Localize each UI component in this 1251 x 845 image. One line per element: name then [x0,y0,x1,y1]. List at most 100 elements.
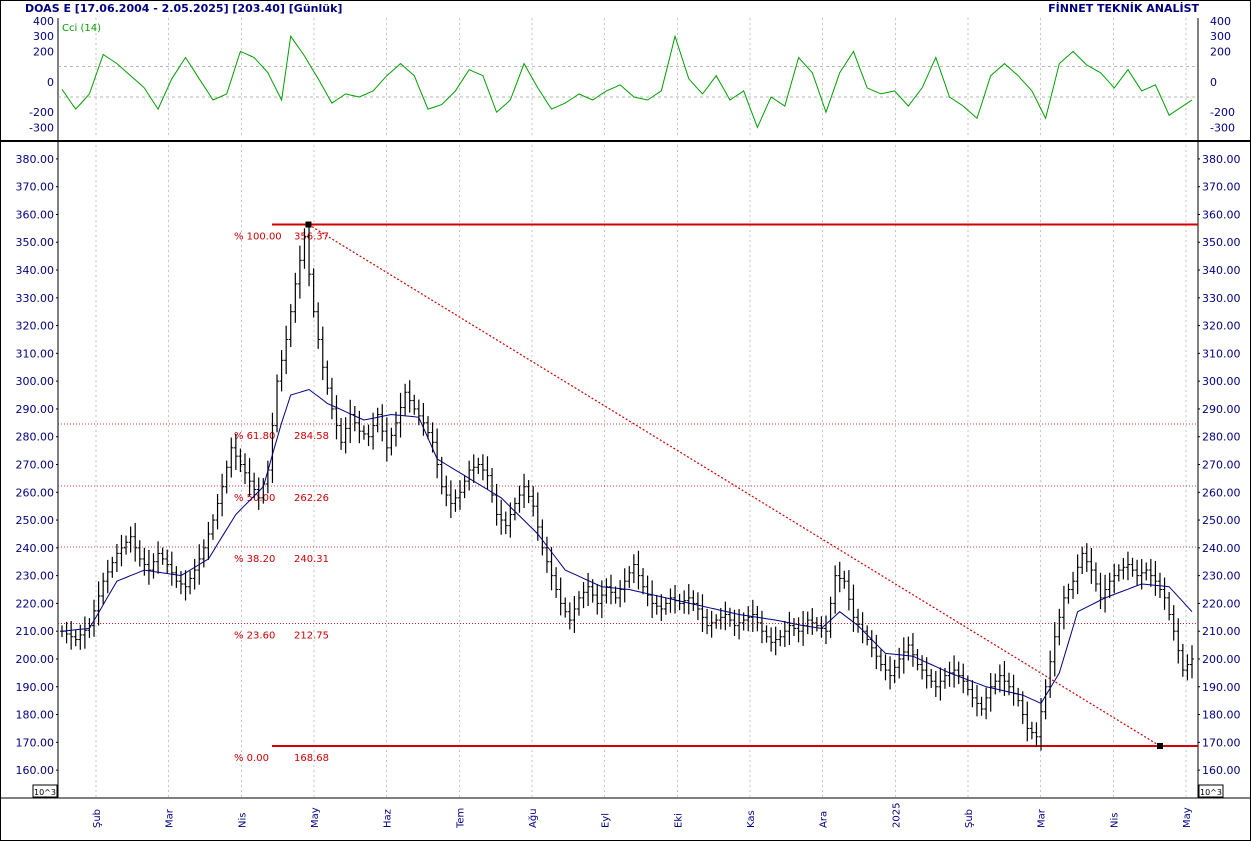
month-label: Eki [673,813,684,828]
cci-tick-left: 0 [47,76,54,89]
month-label: Mar [165,808,176,828]
price-tick-left: 270.00 [16,459,55,472]
brand-label: FİNNET TEKNİK ANALİST [1048,2,1199,15]
month-label: Mar [1037,808,1048,828]
price-tick-right: 230.00 [1202,570,1241,583]
cci-tick-right: -200 [1210,106,1235,119]
price-tick-left: 200.00 [16,653,55,666]
fib-value-label: 240.31 [294,554,329,565]
price-tick-left: 190.00 [16,681,55,694]
cci-tick-left: -200 [29,106,54,119]
price-tick-right: 340.00 [1202,264,1241,277]
cci-tick-right: 300 [1210,30,1231,43]
fib-value-label: 284.58 [294,431,329,442]
price-tick-left: 300.00 [16,375,55,388]
month-label: 2025 [891,803,902,828]
fib-high-marker [305,221,312,228]
cci-tick-left: -300 [29,121,54,134]
price-tick-right: 320.00 [1202,320,1241,333]
cci-tick-right: 200 [1210,45,1231,58]
price-tick-left: 330.00 [16,292,55,305]
price-tick-left: 240.00 [16,542,55,555]
price-tick-left: 370.00 [16,181,55,194]
fib-pct-label: % 50.00 [234,493,275,504]
price-tick-left: 220.00 [16,597,55,610]
cci-tick-right: -300 [1210,121,1235,134]
month-label: Şub [92,809,103,828]
fib-pct-label: % 61.80 [234,431,275,442]
price-tick-left: 320.00 [16,320,55,333]
price-tick-left: 170.00 [16,736,55,749]
price-tick-right: 300.00 [1202,375,1241,388]
price-tick-right: 210.00 [1202,625,1241,638]
fib-pct-label: % 23.60 [234,631,275,642]
month-label: Nis [237,813,248,828]
month-label: Nis [1109,813,1120,828]
price-tick-left: 360.00 [16,208,55,221]
price-tick-right: 360.00 [1202,208,1241,221]
month-label: Ara [819,811,830,828]
price-tick-left: 380.00 [16,153,55,166]
month-label: Ağu [527,808,539,828]
price-tick-right: 280.00 [1202,431,1241,444]
fib-value-label: 356.37 [294,232,329,243]
price-tick-left: 310.00 [16,347,55,360]
cci-tick-left: 300 [33,30,54,43]
cci-tick-right: 400 [1210,15,1231,28]
fib-pct-label: % 100.00 [234,232,282,243]
price-tick-left: 350.00 [16,236,55,249]
price-tick-right: 220.00 [1202,597,1241,610]
price-tick-right: 200.00 [1202,653,1241,666]
price-tick-right: 170.00 [1202,736,1241,749]
fib-low-marker [1156,742,1163,749]
moving-average-line [61,388,1193,705]
price-tick-left: 290.00 [16,403,55,416]
fib-trend-line [308,224,1161,747]
price-tick-left: 180.00 [16,709,55,722]
unit-label-right: 10^3 [1200,788,1222,797]
month-label: Şub [964,809,975,828]
price-tick-right: 310.00 [1202,347,1241,360]
price-tick-right: 380.00 [1202,153,1241,166]
fib-value-label: 212.75 [294,631,329,642]
price-tick-right: 350.00 [1202,236,1241,249]
price-tick-right: 370.00 [1202,181,1241,194]
price-tick-left: 210.00 [16,625,55,638]
price-tick-right: 290.00 [1202,403,1241,416]
fib-pct-label: % 0.00 [234,753,269,764]
price-tick-left: 260.00 [16,486,55,499]
month-label: Kas [746,810,757,828]
fib-value-label: 168.68 [294,753,329,764]
cci-name: Cci (14) [62,23,101,34]
month-label: May [310,807,321,828]
cci-tick-left: 200 [33,45,54,58]
month-label: Eyl [601,813,612,828]
chart-title: DOAS E [17.06.2004 - 2.05.2025] [203.40]… [25,2,343,15]
price-tick-right: 240.00 [1202,542,1241,555]
price-tick-left: 340.00 [16,264,55,277]
price-tick-left: 160.00 [16,764,55,777]
month-label: Haz [383,809,394,828]
unit-box-left [32,784,58,798]
cci-tick-left: 400 [33,15,54,28]
price-tick-right: 160.00 [1202,764,1241,777]
price-tick-right: 250.00 [1202,514,1241,527]
price-tick-right: 180.00 [1202,709,1241,722]
unit-box-right [1198,784,1224,798]
unit-label-left: 10^3 [34,788,56,797]
month-label: May [1182,807,1193,828]
cci-line [61,34,1193,129]
price-tick-right: 190.00 [1202,681,1241,694]
price-tick-right: 270.00 [1202,459,1241,472]
month-label: Tem [455,808,466,829]
price-tick-left: 230.00 [16,570,55,583]
cci-tick-right: 0 [1210,76,1217,89]
price-tick-left: 280.00 [16,431,55,444]
price-tick-left: 250.00 [16,514,55,527]
fib-value-label: 262.26 [294,493,329,504]
fib-pct-label: % 38.20 [234,554,275,565]
price-tick-right: 330.00 [1202,292,1241,305]
